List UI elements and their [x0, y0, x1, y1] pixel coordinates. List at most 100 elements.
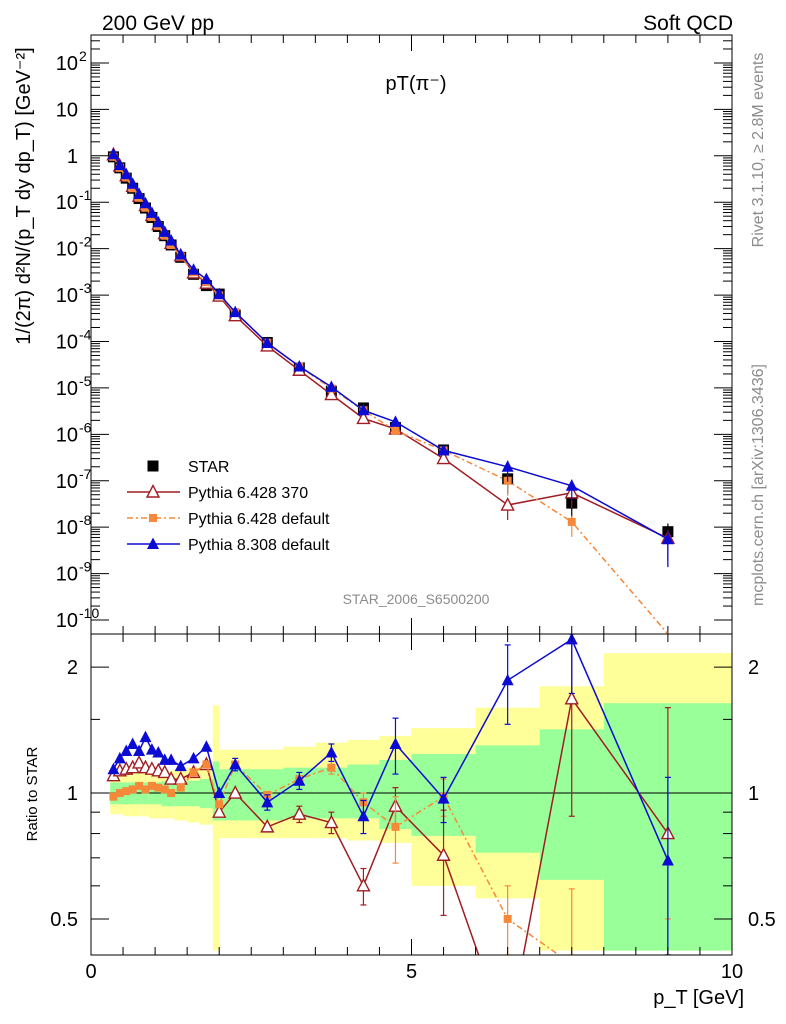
x-axis-title: p_T [GeV]: [653, 987, 744, 1009]
main-series-group: [109, 152, 669, 635]
ratio-data-point: [147, 781, 156, 790]
ratio-data-point: [356, 877, 371, 892]
ratio-data-point: [564, 690, 579, 705]
ratio-data-point: [165, 753, 178, 765]
main-data-point: [324, 386, 339, 401]
main-y-tick-label: 10: [56, 192, 78, 214]
main-series-line: [112, 156, 669, 635]
ratio-data-point: [128, 785, 137, 794]
x-tick-label: 5: [406, 961, 417, 983]
legend-label: Pythia 6.428 default: [188, 511, 330, 528]
main-data-point: [325, 380, 338, 392]
main-data-point: [293, 359, 306, 372]
ratio-data-point: [113, 751, 126, 764]
ratio-data-point: [436, 847, 451, 861]
ratio-data-point: [131, 754, 147, 769]
ratio-data-point: [212, 804, 227, 818]
ratio-band-outer: [212, 705, 220, 951]
main-series-line: [112, 154, 669, 539]
ratio-data-point: [215, 800, 224, 809]
ratio-data-point: [228, 785, 243, 799]
energy-label: 200 GeV pp: [102, 12, 214, 35]
main-y-tick-label: 10: [56, 331, 78, 353]
ratio-data-point: [503, 914, 512, 923]
main-y-axis-title: 1/(2π) d²N/(p_T dy dp_T) [GeV⁻²]: [13, 47, 35, 344]
ratio-y-tick-label-right: 2: [748, 657, 759, 679]
main-y-tick-label: 10: [56, 471, 78, 493]
ratio-data-point: [160, 785, 169, 794]
ratio-data-point: [187, 751, 200, 764]
main-y-tick-label: 10: [56, 378, 78, 400]
main-data-point: [356, 410, 371, 425]
ratio-data-point: [661, 853, 674, 866]
main-y-tick-exponent: -1: [79, 187, 92, 203]
analysis-label: STAR_2006_S6500200: [343, 591, 490, 607]
main-data-point: [165, 233, 178, 246]
main-data-point: [437, 443, 450, 456]
ratio-data-point: [437, 792, 450, 804]
ratio-ticks: 0.5 0.5 1 1 2 2 0 5 10: [50, 634, 776, 983]
ratio-data-point: [213, 786, 226, 799]
ratio-data-point: [141, 785, 150, 794]
ratio-y-tick-label: 0.5: [50, 909, 78, 931]
main-data-point: [145, 206, 158, 218]
site-label: mcplots.cern.ch [arXiv:1306.3436]: [750, 364, 767, 606]
main-y-tick-label: 1: [67, 146, 78, 168]
main-data-point: [391, 426, 400, 435]
legend-label: STAR: [188, 459, 229, 476]
ratio-data-point: [133, 744, 146, 757]
ratio-data-point: [115, 789, 124, 798]
ratio-panel: 0.5 0.5 1 1 2 2 0 5 10 Ratio to STAR p_T [GeV]: [24, 633, 776, 1009]
x-tick-label: 10: [721, 961, 743, 983]
ratio-band-inner: [212, 761, 220, 821]
ratio-data-point: [109, 792, 118, 801]
main-y-tick-exponent: -3: [79, 280, 92, 296]
ratio-data-point: [163, 771, 179, 785]
main-data-point: [261, 336, 274, 348]
ratio-band-inner: [199, 779, 213, 809]
legend-swatch-marker: [147, 460, 159, 472]
ratio-data-point: [292, 806, 307, 820]
ratio-data-point: [293, 774, 306, 786]
ratio-y-tick-label-right: 0.5: [748, 909, 776, 931]
ratio-data-point: [391, 822, 400, 831]
ratio-data-point: [174, 759, 187, 772]
main-data-point: [139, 196, 152, 209]
ratio-data-point: [120, 744, 133, 757]
main-data-point: [152, 215, 165, 228]
main-series-line: [112, 153, 669, 540]
main-series-layer: [106, 146, 676, 635]
main-y-tick-label: 10: [56, 610, 78, 632]
ratio-series-group: [107, 634, 674, 955]
main-series-group: [107, 147, 674, 568]
ratio-data-point: [202, 760, 211, 769]
main-y-tick-exponent: -6: [79, 419, 92, 435]
ratio-band-inner: [475, 745, 540, 853]
main-data-point: [158, 225, 171, 237]
legend-label: Pythia 6.428 370: [188, 485, 308, 502]
main-y-tick-exponent: -8: [79, 512, 92, 528]
ratio-data-point: [139, 730, 152, 743]
ratio-y-tick-label-right: 1: [748, 783, 759, 805]
main-data-point: [389, 415, 402, 427]
ratio-data-point: [145, 743, 158, 755]
legend-swatch-marker: [149, 514, 157, 522]
main-data-point: [500, 497, 515, 511]
legend-swatch-marker: [147, 537, 159, 549]
main-data-point: [133, 187, 146, 200]
main-y-tick-exponent: -4: [79, 326, 92, 342]
main-y-tick-label: 10: [56, 564, 78, 586]
main-data-point: [357, 403, 370, 416]
main-y-tick-exponent: -2: [79, 234, 92, 250]
ratio-data-point: [189, 768, 198, 777]
ratio-data-point: [122, 787, 131, 796]
ratio-data-point: [261, 795, 274, 808]
main-data-point: [436, 450, 451, 465]
main-y-tick-exponent: -9: [79, 559, 92, 575]
ratio-data-point: [327, 763, 336, 772]
main-y-tick-exponent: -5: [79, 373, 92, 389]
ratio-data-point: [324, 814, 339, 829]
main-data-point: [567, 517, 576, 526]
